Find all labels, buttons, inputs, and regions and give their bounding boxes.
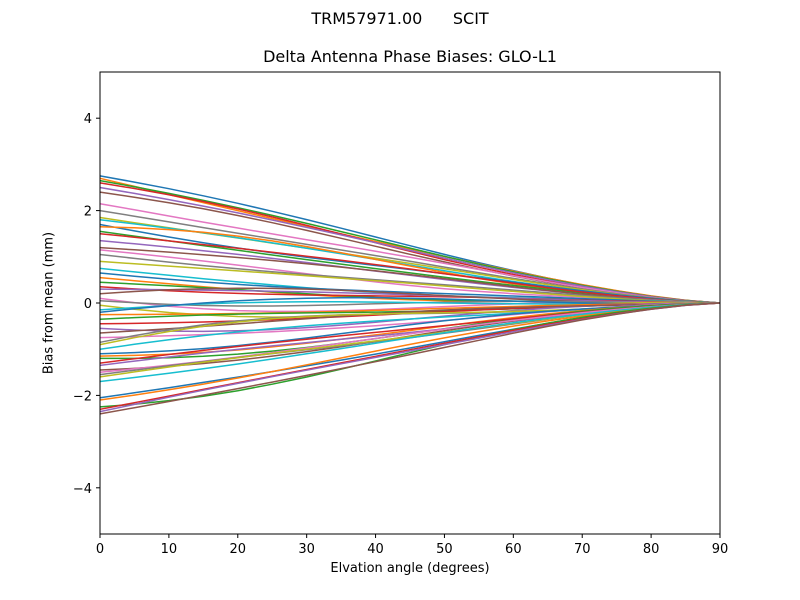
x-axis-ticks: 0 10 20 30 40 50 60 70 80 90 xyxy=(96,534,728,557)
data-series-line xyxy=(99,302,721,383)
data-series-line xyxy=(99,202,721,304)
data-series-line xyxy=(99,232,721,304)
data-series-line xyxy=(99,302,721,415)
y-tick-label: 2 xyxy=(84,205,92,220)
data-series-line xyxy=(99,260,721,304)
y-tick-label: 0 xyxy=(84,297,92,312)
x-tick-label: 20 xyxy=(230,542,247,557)
x-tick-label: 90 xyxy=(712,542,729,557)
data-series-line xyxy=(99,302,721,316)
x-tick-label: 60 xyxy=(505,542,522,557)
data-series-line xyxy=(99,253,721,304)
data-series-line xyxy=(99,186,721,304)
data-series-line xyxy=(99,302,721,408)
x-tick-label: 0 xyxy=(96,542,104,557)
y-tick-label: −4 xyxy=(73,482,92,497)
y-axis-ticks: −4 −2 0 2 4 xyxy=(73,112,100,497)
x-tick-label: 30 xyxy=(298,542,315,557)
data-series-line xyxy=(99,272,721,304)
x-axis-label: Elvation angle (degrees) xyxy=(330,561,490,576)
data-series-group xyxy=(99,175,721,415)
x-tick-label: 70 xyxy=(574,542,591,557)
x-tick-label: 80 xyxy=(643,542,660,557)
figure-suptitle: TRM57971.00 SCIT xyxy=(311,9,489,28)
chart-title: Delta Antenna Phase Biases: GLO-L1 xyxy=(263,47,557,66)
x-tick-label: 40 xyxy=(367,542,384,557)
y-tick-label: 4 xyxy=(84,112,92,127)
x-tick-label: 50 xyxy=(436,542,453,557)
x-tick-label: 10 xyxy=(161,542,178,557)
y-tick-label: −2 xyxy=(73,389,92,404)
